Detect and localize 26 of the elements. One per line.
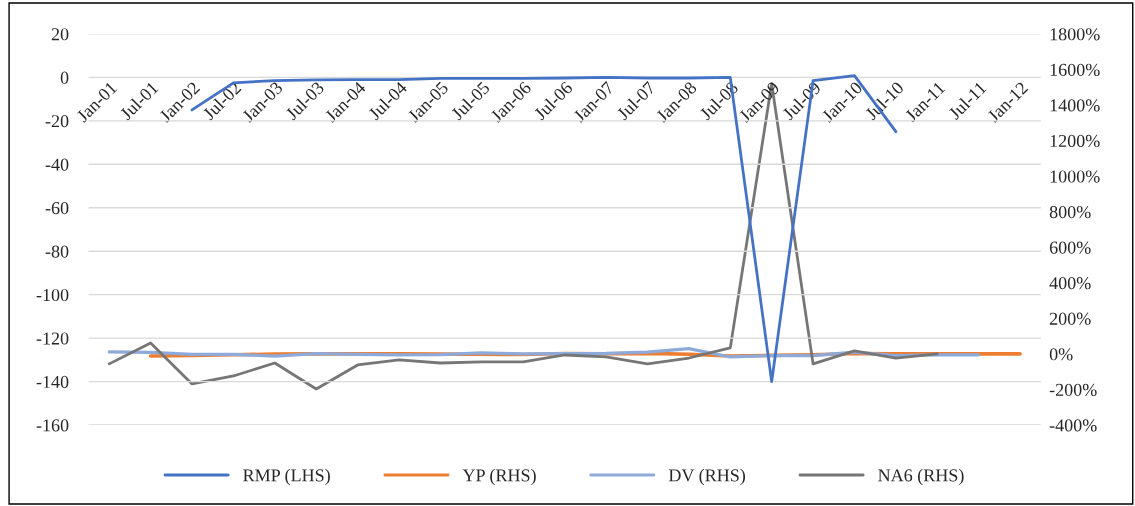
y-tick-label: -120 [36, 332, 69, 345]
legend-label: YP (RHS) [462, 468, 536, 486]
y2-tick-label: 600% [1049, 241, 1091, 254]
y2-tick-label: 1400% [1050, 99, 1100, 112]
y-tick-label: -20 [45, 115, 69, 128]
y-tick-label: -80 [45, 245, 69, 258]
legend-label: NA6 (RHS) [878, 468, 964, 486]
y2-tick-label: 200% [1049, 312, 1091, 325]
y2-tick-label: 800% [1049, 205, 1091, 219]
y-tick-label: 20 [51, 28, 69, 41]
y-tick-label: -100 [36, 288, 69, 302]
y2-tick-label: 1200% [1050, 134, 1100, 148]
y2-tick-label: 1800% [1050, 28, 1100, 41]
y-tick-label: -60 [45, 202, 69, 215]
y2-tick-label: 1000% [1050, 170, 1100, 183]
y2-tick-label: -400% [1049, 419, 1097, 432]
y-tick-label: 0 [60, 71, 69, 84]
y-tick-label: -140 [36, 375, 69, 389]
y-tick-label: -40 [45, 158, 69, 171]
legend-label: DV (RHS) [668, 468, 746, 486]
y-tick-label: -160 [36, 419, 69, 432]
y2-tick-label: 0% [1049, 348, 1073, 361]
y2-tick-label: 400% [1049, 277, 1091, 290]
y2-tick-label: 1600% [1050, 63, 1100, 76]
y2-tick-label: -200% [1049, 383, 1097, 396]
legend-label: RMP (LHS) [243, 468, 330, 486]
